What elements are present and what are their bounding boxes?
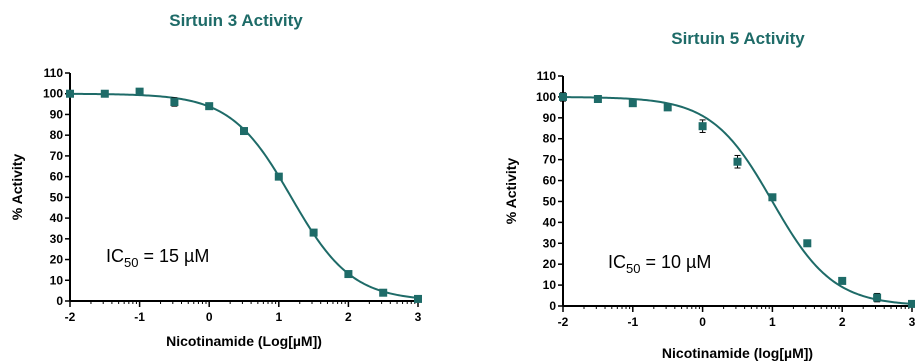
x-axis-label: Nicotinamide (log[µM]) bbox=[662, 345, 813, 361]
y-tick-label: 110 bbox=[44, 66, 64, 80]
data-point bbox=[733, 157, 742, 166]
y-tick-label: 70 bbox=[543, 153, 557, 167]
x-tick-label: 3 bbox=[415, 310, 422, 324]
data-point bbox=[908, 299, 915, 308]
y-tick-label: 70 bbox=[50, 149, 64, 163]
y-tick-label: 100 bbox=[536, 90, 556, 104]
x-tick-label: 2 bbox=[345, 310, 352, 324]
x-tick-label: 1 bbox=[275, 310, 282, 324]
data-point bbox=[274, 172, 283, 181]
x-tick-label: 0 bbox=[699, 315, 706, 329]
data-point bbox=[66, 89, 74, 98]
data-point bbox=[803, 239, 812, 248]
fit-curve bbox=[69, 92, 419, 299]
y-tick-label: 0 bbox=[549, 299, 556, 313]
panel-sirtuin-5: Sirtuin 5 Activity0102030405060708090100… bbox=[503, 29, 915, 361]
y-tick-label: 40 bbox=[50, 211, 64, 225]
y-tick-label: 10 bbox=[50, 273, 64, 287]
data-point bbox=[100, 89, 109, 98]
y-tick-label: 30 bbox=[543, 236, 557, 250]
y-tick-label: 110 bbox=[537, 69, 557, 83]
data-point bbox=[309, 228, 318, 237]
chart-title: Sirtuin 3 Activity bbox=[169, 11, 303, 30]
data-point bbox=[240, 127, 248, 136]
fit-curve bbox=[562, 96, 913, 305]
ic50-annotation: IC50 = 10 µM bbox=[608, 252, 711, 276]
data-point bbox=[344, 270, 353, 279]
y-tick-label: 80 bbox=[50, 128, 64, 142]
data-point bbox=[628, 99, 637, 108]
x-tick-label: 3 bbox=[909, 315, 915, 329]
x-tick-label: 1 bbox=[769, 315, 776, 329]
y-tick-label: 20 bbox=[50, 253, 64, 267]
y-axis-label: % Activity bbox=[9, 154, 25, 221]
y-axis-label: % Activity bbox=[503, 158, 519, 225]
y-tick-label: 80 bbox=[543, 132, 557, 146]
y-tick-label: 20 bbox=[543, 257, 557, 271]
ic50-annotation: IC50 = 15 µM bbox=[106, 246, 209, 270]
y-tick-label: 50 bbox=[50, 190, 64, 204]
data-point bbox=[170, 98, 179, 107]
x-tick-label: -2 bbox=[65, 310, 76, 324]
y-tick-label: 50 bbox=[543, 194, 557, 208]
y-tick-label: 100 bbox=[43, 87, 63, 101]
chart-title: Sirtuin 5 Activity bbox=[671, 29, 805, 48]
y-tick-label: 30 bbox=[50, 232, 64, 246]
x-tick-label: 0 bbox=[206, 310, 213, 324]
y-tick-label: 60 bbox=[50, 170, 64, 184]
data-point bbox=[768, 193, 777, 202]
y-tick-label: 40 bbox=[543, 215, 557, 229]
y-tick-label: 90 bbox=[543, 111, 557, 125]
x-tick-label: -1 bbox=[627, 315, 638, 329]
panel-sirtuin-3: Sirtuin 3 Activity0102030405060708090100… bbox=[9, 11, 422, 349]
y-tick-label: 10 bbox=[543, 278, 557, 292]
x-tick-label: -1 bbox=[134, 310, 145, 324]
x-tick-label: -2 bbox=[558, 315, 569, 329]
data-point bbox=[873, 293, 882, 302]
y-tick-label: 0 bbox=[56, 294, 63, 308]
data-point bbox=[414, 294, 422, 303]
data-point bbox=[593, 95, 602, 103]
data-point bbox=[205, 102, 214, 111]
data-point bbox=[559, 92, 567, 101]
y-tick-label: 90 bbox=[50, 107, 64, 121]
data-point bbox=[379, 288, 388, 297]
data-point bbox=[663, 103, 672, 112]
x-tick-label: 2 bbox=[839, 315, 846, 329]
data-point bbox=[698, 122, 707, 131]
x-axis-label: Nicotinamide (Log[µM]) bbox=[166, 333, 322, 349]
data-point bbox=[838, 276, 847, 285]
data-point bbox=[135, 87, 144, 96]
y-tick-label: 60 bbox=[543, 174, 557, 188]
